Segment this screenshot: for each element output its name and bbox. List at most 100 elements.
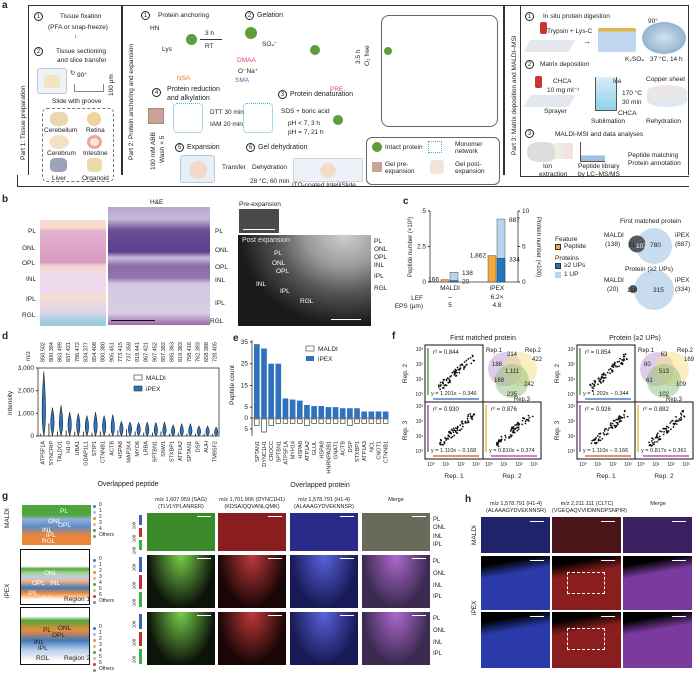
side-layer-label: IPL (433, 594, 443, 601)
y-tick-label: 10² (568, 362, 576, 368)
scatter-point (601, 376, 604, 379)
scatter-point (651, 442, 654, 444)
scatter-point (648, 444, 651, 447)
tissue-label: Cerebrum (47, 150, 76, 157)
scatter-point (471, 415, 474, 418)
panel-label-a: a (2, 0, 8, 11)
scale-bar (197, 558, 211, 559)
x-tick-label: 10⁰ (427, 462, 435, 468)
scatter-point (651, 444, 654, 447)
ipex-bar (268, 363, 274, 418)
intestine-icon (87, 135, 102, 149)
scatter-point (524, 420, 527, 423)
scatter-point (608, 368, 610, 371)
he-layer-label: PL (215, 228, 223, 235)
peptide-label: ATP1A2 (178, 441, 184, 461)
cluster-legend-label: 6 (99, 660, 102, 666)
cluster-legend-dot (93, 565, 96, 568)
panel-a-left-rule (17, 175, 18, 187)
peptide-label: LRBA (144, 441, 150, 456)
scatter-point (618, 360, 621, 363)
monomer-network-box (381, 15, 498, 127)
scatter-point (589, 383, 591, 386)
scatter-point (508, 436, 511, 438)
scatter-point (522, 417, 525, 419)
scatter-point (467, 357, 470, 360)
y-tick-label: 15 (241, 382, 249, 389)
scatter-point (442, 387, 445, 389)
chca-label: CHCA (553, 78, 572, 85)
scatter-point (656, 432, 659, 435)
r-squared-label: r² = 0.926 (585, 407, 612, 413)
maldi-bar (261, 418, 267, 433)
x-tick-label: 10² (609, 462, 617, 468)
iam-label: IAM 20 min (210, 121, 243, 128)
cluster-legend-dot (93, 505, 96, 508)
ipex-violin (110, 414, 115, 437)
ipex-violin (50, 407, 55, 437)
cluster-legend-dot (93, 669, 96, 672)
step-label: Tissue fixation (60, 13, 102, 20)
scale-bar (340, 516, 354, 517)
category-label: iPEX (490, 285, 505, 292)
x-tick-label: 10⁰ (637, 462, 645, 468)
ito-label: ITO-coated IntelliSlide (292, 182, 356, 189)
venn-label-rep1: Rep.1 (638, 348, 655, 354)
he-layer-label: ONL (215, 247, 229, 254)
y-tick-label: 10⁰ (567, 392, 575, 398)
cerebrum-icon (49, 135, 69, 149)
peptide-label: HSPA8 (118, 441, 124, 459)
sublimation-apparatus-icon (595, 77, 617, 111)
y-tick-label: 10¹ (416, 434, 424, 440)
scatter-point (610, 426, 612, 429)
protein-label: STXBP1 (355, 441, 361, 462)
scatter-point (497, 439, 500, 442)
venn-count: 169 (494, 378, 505, 384)
x-tick-label: 10¹ (500, 462, 508, 468)
scatter-point (459, 429, 461, 432)
scatter-point (443, 441, 446, 443)
row-label-maldi: MALDI (471, 525, 478, 545)
protein-label: ATP1A3 (362, 441, 368, 461)
scatter-point (624, 353, 627, 355)
mz-label: 885.363 (170, 342, 176, 362)
cluster-legend-dot (93, 571, 96, 574)
retina-cell-diagram (40, 220, 106, 326)
scatter-point (592, 387, 595, 390)
maldi-bar (332, 418, 339, 424)
step-number: 2 (525, 60, 534, 69)
y-tick-label: 10³ (416, 404, 424, 410)
cluster-legend-label: 3 (99, 520, 102, 526)
post-layer-overlay: PL (274, 250, 282, 257)
y-tick-label: 0 (244, 415, 248, 422)
enzyme-label: Trypsin + Lys-C (547, 28, 593, 35)
venn1-shared: 107 (636, 243, 647, 250)
protein-label: CROCC (269, 441, 275, 461)
y-axis-label-left: Peptide number (×10³) (408, 217, 414, 277)
scatter-point (599, 439, 602, 442)
peptide-value-label: 1,862 (470, 253, 487, 260)
step3-label: MALDI-MSI and data analyses (555, 131, 644, 138)
cluster-legend-label: 1 (99, 562, 102, 568)
x-tick-label: 10² (515, 462, 523, 468)
scatter-point (675, 415, 677, 418)
y-tick-label: 5 (522, 244, 526, 251)
y-tick-label: 10² (416, 362, 424, 368)
scatter-point (611, 422, 614, 425)
transfer-label: Transfer (222, 164, 246, 171)
marginal-rug-x (643, 455, 689, 457)
maldi-bar (361, 418, 367, 424)
scatter-point (619, 357, 621, 360)
scatter-point (473, 413, 475, 416)
scatter-point (596, 435, 599, 437)
maldi-bar (347, 418, 353, 426)
y-axis-label: Intensity (7, 390, 14, 415)
x-axis-label: Rep. 2 (502, 473, 522, 480)
pre-label: PRE (330, 86, 344, 93)
scatter-point (665, 425, 668, 428)
step-number: 5 (175, 143, 184, 152)
legend-gel-post: Gel post-expansion (455, 161, 485, 176)
colorbar-max-label: 100 (131, 638, 137, 646)
ion-image (552, 517, 621, 553)
